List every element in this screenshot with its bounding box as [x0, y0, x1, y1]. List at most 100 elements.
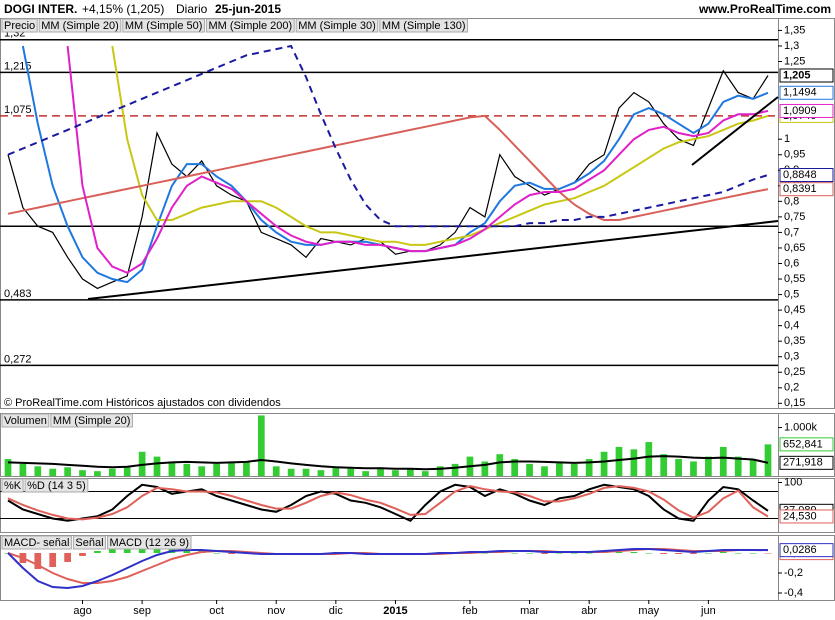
- x-tick-label: may: [638, 605, 659, 617]
- last-value-label: 0,8848: [783, 169, 817, 181]
- bar: [362, 471, 369, 476]
- bar: [34, 466, 42, 476]
- bar: [108, 468, 116, 476]
- level-label: 1,075: [4, 104, 32, 116]
- y-tick-label: 0,35: [784, 335, 805, 347]
- bar: [630, 449, 638, 476]
- bar: [228, 553, 235, 554]
- bar: [332, 466, 340, 476]
- series-line: [7, 455, 769, 471]
- legend-box: [72, 535, 107, 550]
- plot: [4, 543, 772, 590]
- bar: [511, 553, 519, 554]
- bar: [168, 461, 176, 476]
- x-tick-label: nov: [267, 605, 285, 617]
- last-value-label: 0,0286: [783, 544, 817, 556]
- bar: [49, 553, 57, 567]
- trend-line: [691, 96, 779, 166]
- bar: [630, 552, 638, 553]
- legend-box: [24, 478, 89, 493]
- last-value-box: [779, 85, 834, 100]
- y-tick-label: 100: [784, 476, 802, 488]
- legend-label: MM (Simple 20): [41, 20, 119, 32]
- y-tick-label: 0,2: [784, 382, 799, 394]
- y-tick-label: 0,65: [784, 242, 805, 254]
- series-line: [7, 69, 769, 290]
- bar: [556, 553, 563, 554]
- bar: [570, 553, 578, 554]
- bar: [451, 463, 459, 476]
- last-value-box: [779, 68, 834, 83]
- bar: [34, 553, 42, 569]
- bar: [660, 454, 668, 476]
- bar: [511, 459, 519, 476]
- bar: [496, 454, 504, 476]
- bar: [615, 446, 623, 476]
- y-tick-label: 0,6: [784, 257, 799, 269]
- y-tick-label: 0,75: [784, 211, 805, 223]
- y-tick-label: 1,35: [784, 24, 805, 36]
- y-tick-label: -0,2: [784, 567, 803, 579]
- series-line: [7, 548, 769, 590]
- series-line: [111, 45, 769, 246]
- x-tick-label: mar: [520, 605, 539, 617]
- legend-label: MM (Simple 130): [382, 20, 466, 32]
- x-tick-label: dic: [329, 605, 344, 617]
- bar: [615, 552, 623, 553]
- site: www.ProRealTime.com: [698, 2, 831, 16]
- last-value-label: 1,205: [783, 69, 811, 81]
- y-tick-label: 1,3: [784, 40, 799, 52]
- y-tick-label: 0,95: [784, 149, 805, 161]
- title: DOGI INTER.: [4, 2, 77, 16]
- bar: [749, 459, 757, 476]
- last-value-label: 1,0909: [783, 105, 817, 117]
- bar: [705, 553, 712, 554]
- bar: [734, 456, 742, 476]
- level-label: 0,272: [4, 353, 32, 365]
- legend-box: [379, 18, 469, 33]
- bar: [228, 461, 235, 476]
- bar: [585, 459, 593, 476]
- x-tick-label: 2015: [383, 605, 407, 617]
- bar: [556, 461, 563, 476]
- y-tick-label: 0,15: [784, 397, 805, 409]
- y-tick-label: 0,7: [784, 226, 799, 238]
- bar: [645, 553, 653, 554]
- bar: [749, 553, 757, 554]
- date: 25-jun-2015: [215, 2, 281, 16]
- last-value-label: 652,841: [783, 438, 823, 450]
- last-value-label: 24,530: [783, 510, 817, 522]
- series-line: [66, 45, 769, 274]
- level-label: 1,215: [4, 60, 32, 72]
- bar: [79, 553, 86, 556]
- bar: [675, 553, 682, 554]
- legend-box: [38, 18, 122, 33]
- bar: [4, 459, 12, 476]
- bar: [94, 551, 101, 553]
- legend-box: [107, 535, 192, 550]
- last-value-label: 271,918: [783, 457, 823, 469]
- bar: [49, 468, 57, 476]
- bar: [541, 553, 548, 554]
- bar: [719, 446, 727, 476]
- legend-box: [122, 18, 205, 33]
- series-line: [7, 485, 769, 521]
- x-tick-label: ago: [73, 605, 91, 617]
- trend-line: [87, 220, 779, 300]
- bar: [481, 553, 489, 554]
- legend-label: Volumen: [4, 415, 47, 427]
- legend-label: MM (Simple 200): [208, 20, 292, 32]
- plot: [0, 483, 778, 523]
- bar: [660, 553, 668, 554]
- legend-label: MM (Simple 30): [298, 20, 376, 32]
- y-tick-label: 1.000k: [784, 421, 818, 433]
- y-tick-label: 0,55: [784, 273, 805, 285]
- y-tick-label: 0,25: [784, 366, 805, 378]
- bar: [198, 466, 206, 476]
- bar: [302, 468, 310, 476]
- bar: [64, 553, 71, 562]
- y-tick-label: -0,4: [784, 587, 803, 599]
- bar: [600, 451, 608, 476]
